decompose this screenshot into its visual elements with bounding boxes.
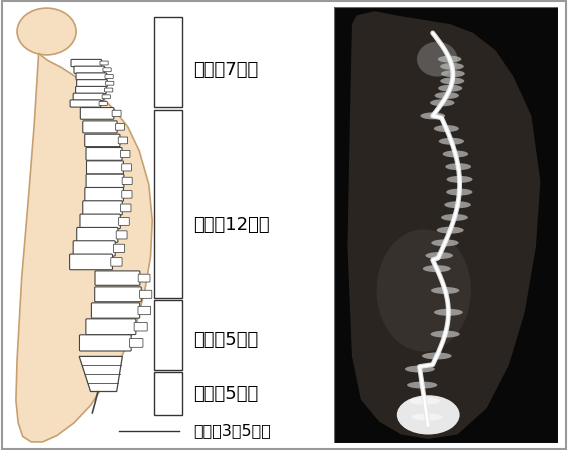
FancyBboxPatch shape [118,137,128,144]
FancyBboxPatch shape [85,134,120,147]
Text: 尾椎（3～5個）: 尾椎（3～5個） [193,423,271,439]
FancyBboxPatch shape [111,258,122,266]
Bar [154,110,182,298]
Ellipse shape [437,227,463,234]
FancyBboxPatch shape [70,100,101,107]
Ellipse shape [431,239,458,246]
Ellipse shape [435,92,459,99]
FancyBboxPatch shape [116,231,127,239]
Ellipse shape [377,230,471,351]
Ellipse shape [431,287,460,294]
Circle shape [17,8,76,55]
Ellipse shape [422,352,452,360]
FancyBboxPatch shape [85,188,123,201]
FancyBboxPatch shape [103,68,111,72]
Ellipse shape [438,56,461,63]
Ellipse shape [446,176,473,183]
Ellipse shape [438,138,464,145]
FancyBboxPatch shape [138,274,150,282]
Ellipse shape [423,265,450,272]
Polygon shape [79,356,122,392]
Ellipse shape [444,201,471,208]
Ellipse shape [434,125,459,132]
FancyBboxPatch shape [86,174,124,188]
Bar [154,372,182,415]
FancyBboxPatch shape [76,73,107,80]
Ellipse shape [417,42,457,76]
FancyBboxPatch shape [95,287,141,302]
FancyBboxPatch shape [80,335,131,351]
Ellipse shape [445,163,471,170]
Ellipse shape [446,189,473,196]
Ellipse shape [431,331,460,338]
FancyBboxPatch shape [102,95,110,99]
FancyBboxPatch shape [140,290,152,298]
FancyBboxPatch shape [100,61,108,65]
FancyBboxPatch shape [86,161,123,174]
FancyBboxPatch shape [86,148,122,160]
FancyBboxPatch shape [76,86,106,94]
Ellipse shape [411,414,442,421]
FancyBboxPatch shape [114,244,124,252]
FancyBboxPatch shape [115,124,124,130]
Ellipse shape [438,85,462,92]
Text: 胸椎（12個）: 胸椎（12個） [193,216,270,234]
Bar [154,300,182,370]
FancyBboxPatch shape [105,88,113,92]
FancyBboxPatch shape [122,164,132,171]
FancyBboxPatch shape [91,303,140,318]
Ellipse shape [397,395,460,435]
FancyBboxPatch shape [122,177,132,184]
Ellipse shape [420,112,445,119]
Ellipse shape [410,397,440,405]
FancyBboxPatch shape [120,150,130,158]
Polygon shape [16,53,152,442]
FancyBboxPatch shape [71,59,102,67]
Ellipse shape [434,309,463,316]
Ellipse shape [425,252,453,259]
FancyBboxPatch shape [74,66,105,73]
FancyBboxPatch shape [95,271,140,285]
FancyBboxPatch shape [77,227,118,243]
Bar [154,17,182,107]
Polygon shape [348,11,540,439]
Ellipse shape [407,382,437,388]
FancyBboxPatch shape [120,204,131,212]
Ellipse shape [440,63,464,70]
Ellipse shape [440,77,464,85]
Ellipse shape [430,99,454,106]
Ellipse shape [442,150,468,158]
Text: 腰椎（5個）: 腰椎（5個） [193,331,258,349]
FancyBboxPatch shape [112,110,121,117]
FancyBboxPatch shape [134,322,147,331]
FancyBboxPatch shape [119,217,130,225]
FancyBboxPatch shape [130,338,143,347]
FancyBboxPatch shape [77,80,107,87]
FancyBboxPatch shape [83,121,117,133]
FancyBboxPatch shape [70,254,112,270]
FancyBboxPatch shape [122,191,132,198]
FancyBboxPatch shape [80,108,114,119]
FancyBboxPatch shape [86,319,136,334]
FancyBboxPatch shape [73,241,115,256]
FancyBboxPatch shape [80,214,120,229]
FancyBboxPatch shape [99,102,107,105]
Ellipse shape [405,365,435,373]
FancyBboxPatch shape [83,201,122,215]
FancyBboxPatch shape [138,306,151,315]
FancyBboxPatch shape [73,93,104,100]
Text: 頸椎（7個）: 頸椎（7個） [193,61,258,79]
FancyBboxPatch shape [106,81,114,85]
FancyBboxPatch shape [105,75,113,78]
Ellipse shape [441,70,465,77]
Ellipse shape [441,214,468,221]
Text: 仙椎（5個）: 仙椎（5個） [193,385,258,403]
